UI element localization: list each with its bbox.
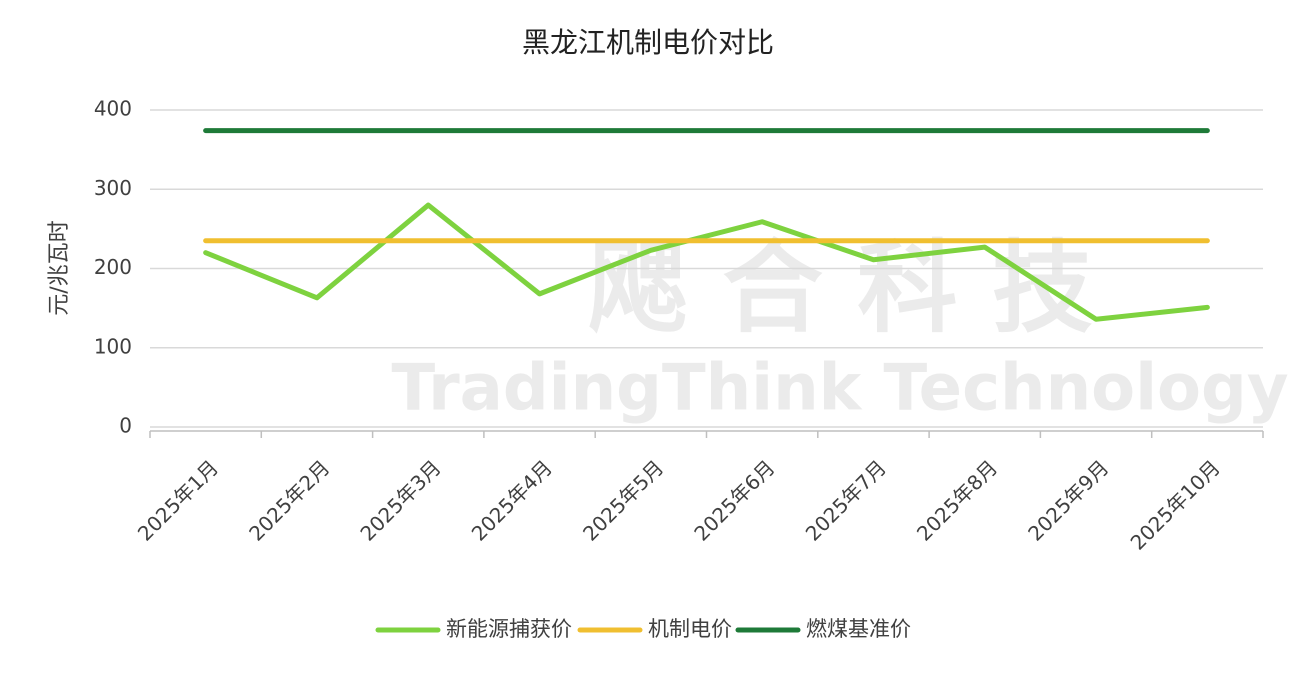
x-tick-label: 2025年10月 [1126,455,1225,554]
legend-label: 燃煤基准价 [806,617,911,641]
y-tick-label: 100 [94,334,132,358]
y-tick-label: 0 [119,414,132,438]
series-line [203,202,1210,322]
y-axis-label: 元/兆瓦时 [47,220,72,315]
legend-label: 机制电价 [648,617,732,641]
y-tick-label: 400 [94,97,132,121]
x-tick-label: 2025年6月 [689,455,779,545]
x-tick-label: 2025年1月 [133,455,223,545]
x-tick-label: 2025年5月 [578,455,668,545]
x-tick-label: 2025年9月 [1023,455,1113,545]
y-tick-label: 300 [94,176,132,200]
x-tick-label: 2025年3月 [355,455,445,545]
x-tick-label: 2025年4月 [467,455,557,545]
x-tick-label: 2025年8月 [912,455,1002,545]
chart-title: 黑龙江机制电价对比 [522,26,774,59]
x-tick-label: 2025年7月 [801,455,891,545]
x-tick-label: 2025年2月 [244,455,334,545]
watermark-subtitle: TradingThink Technology [391,352,1288,426]
legend-label: 新能源捕获价 [446,617,572,641]
y-tick-label: 200 [94,255,132,279]
